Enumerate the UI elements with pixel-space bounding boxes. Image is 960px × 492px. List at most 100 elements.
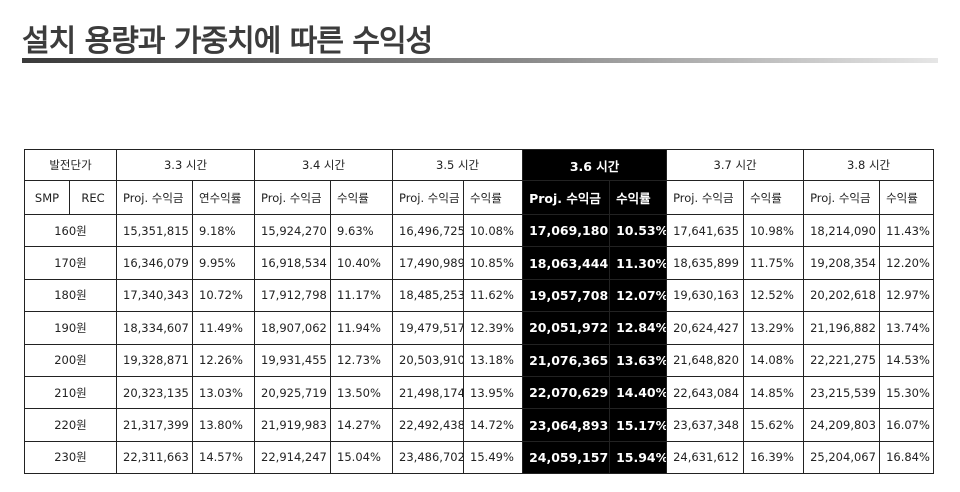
return-rate-cell: 11.62%: [463, 278, 524, 313]
proj-revenue-cell: 21,317,399: [116, 408, 194, 442]
return-rate-cell: 16.39%: [743, 440, 805, 475]
proj-revenue-header: Proj. 수익금: [666, 180, 745, 215]
proj-revenue-cell: 20,503,910: [392, 343, 465, 377]
proj-revenue-cell: 20,323,135: [116, 375, 194, 410]
proj-revenue-cell: 21,648,820: [666, 343, 745, 377]
header-row-hours: 발전단가 3.3 시간 3.4 시간 3.5 시간 3.6 시간 3.7 시간 3.8 시간: [23, 149, 935, 181]
proj-revenue-header: Proj. 수익금: [803, 180, 881, 215]
return-rate-cell: 14.72%: [463, 408, 524, 442]
return-rate-cell: 12.52%: [743, 278, 805, 313]
return-rate-cell: 13.74%: [879, 311, 935, 345]
hour-header: 3.6 시간: [522, 149, 668, 181]
return-rate-cell: 10.53%: [609, 213, 668, 248]
return-rate-cell: 9.95%: [192, 246, 256, 280]
return-rate-cell: 11.30%: [609, 246, 668, 280]
return-rate-header: 수익률: [609, 180, 668, 215]
title-underline: [22, 58, 938, 63]
return-rate-header: 수익률: [743, 180, 805, 215]
proj-revenue-cell: 23,215,539: [803, 375, 881, 410]
return-rate-cell: 9.18%: [192, 213, 256, 248]
proj-revenue-cell: 24,209,803: [803, 408, 881, 442]
proj-revenue-cell: 20,202,618: [803, 278, 881, 313]
table-row: 230원 22,311,663 14.57% 22,914,247 15.04% 23,4…: [23, 440, 935, 475]
table-row: 210원 20,323,135 13.03% 20,925,719 13.50% 21,4…: [23, 375, 935, 410]
proj-revenue-cell: 17,641,635: [666, 213, 745, 248]
return-rate-header: 연수익률: [192, 180, 256, 215]
table-row: 170원 16,346,079 9.95% 16,918,534 10.40% 17,49…: [23, 246, 935, 280]
proj-revenue-cell: 17,340,343: [116, 278, 194, 313]
proj-revenue-cell: 19,208,354: [803, 246, 881, 280]
return-rate-cell: 11.49%: [192, 311, 256, 345]
proj-revenue-cell: 17,912,798: [254, 278, 332, 313]
proj-revenue-cell: 20,051,972: [522, 311, 611, 345]
proj-revenue-cell: 16,918,534: [254, 246, 332, 280]
smp-price-cell: 210원: [23, 375, 118, 410]
proj-revenue-cell: 18,635,899: [666, 246, 745, 280]
table-row: 160원 15,351,815 9.18% 15,924,270 9.63% 16,496…: [23, 213, 935, 248]
return-rate-cell: 10.72%: [192, 278, 256, 313]
proj-revenue-cell: 15,351,815: [116, 213, 194, 248]
return-rate-cell: 15.17%: [609, 408, 668, 442]
proj-revenue-cell: 23,064,893: [522, 408, 611, 442]
return-rate-cell: 13.50%: [330, 375, 394, 410]
return-rate-cell: 16.84%: [879, 440, 935, 475]
return-rate-cell: 13.03%: [192, 375, 256, 410]
hour-header: 3.8 시간: [803, 149, 935, 181]
return-rate-cell: 14.08%: [743, 343, 805, 377]
proj-revenue-cell: 23,637,348: [666, 408, 745, 442]
return-rate-cell: 16.07%: [879, 408, 935, 442]
proj-revenue-cell: 25,204,067: [803, 440, 881, 475]
smp-price-cell: 190원: [23, 311, 118, 345]
proj-revenue-cell: 21,919,983: [254, 408, 332, 442]
proj-revenue-header: Proj. 수익금: [392, 180, 465, 215]
return-rate-cell: 15.62%: [743, 408, 805, 442]
proj-revenue-cell: 22,914,247: [254, 440, 332, 475]
return-rate-cell: 15.04%: [330, 440, 394, 475]
smp-price-cell: 230원: [23, 440, 118, 475]
smp-price-cell: 170원: [23, 246, 118, 280]
return-rate-cell: 12.39%: [463, 311, 524, 345]
proj-revenue-cell: 21,076,365: [522, 343, 611, 377]
table-row: 200원 19,328,871 12.26% 19,931,455 12.73% 20,5…: [23, 343, 935, 377]
proj-revenue-header: Proj. 수익금: [116, 180, 194, 215]
return-rate-cell: 12.84%: [609, 311, 668, 345]
return-rate-cell: 13.29%: [743, 311, 805, 345]
return-rate-cell: 11.17%: [330, 278, 394, 313]
proj-revenue-cell: 18,214,090: [803, 213, 881, 248]
table-row: 180원 17,340,343 10.72% 17,912,798 11.17% 18,4…: [23, 278, 935, 313]
smp-price-cell: 220원: [23, 408, 118, 442]
proj-revenue-cell: 19,931,455: [254, 343, 332, 377]
proj-revenue-cell: 24,631,612: [666, 440, 745, 475]
proj-revenue-cell: 20,624,427: [666, 311, 745, 345]
smp-header: SMP: [24, 180, 70, 215]
return-rate-cell: 12.97%: [879, 278, 935, 313]
return-rate-cell: 9.63%: [330, 213, 394, 248]
proj-revenue-cell: 16,346,079: [116, 246, 194, 280]
return-rate-cell: 10.85%: [463, 246, 524, 280]
proj-revenue-cell: 16,496,725: [392, 213, 465, 248]
return-rate-cell: 14.27%: [330, 408, 394, 442]
proj-revenue-header: Proj. 수익금: [522, 180, 611, 215]
proj-revenue-cell: 20,925,719: [254, 375, 332, 410]
proj-revenue-cell: 19,479,517: [392, 311, 465, 345]
return-rate-cell: 13.80%: [192, 408, 256, 442]
return-rate-cell: 11.75%: [743, 246, 805, 280]
return-rate-cell: 10.08%: [463, 213, 524, 248]
return-rate-header: 수익률: [330, 180, 394, 215]
proj-revenue-cell: 19,630,163: [666, 278, 745, 313]
return-rate-cell: 13.95%: [463, 375, 524, 410]
proj-revenue-cell: 17,490,989: [392, 246, 465, 280]
group-header: 발전단가: [23, 149, 118, 181]
proj-revenue-cell: 23,486,702: [392, 440, 465, 475]
proj-revenue-cell: 15,924,270: [254, 213, 332, 248]
proj-revenue-cell: 22,492,438: [392, 408, 465, 442]
hour-header: 3.5 시간: [392, 149, 524, 181]
return-rate-cell: 13.18%: [463, 343, 524, 377]
proj-revenue-header: Proj. 수익금: [254, 180, 332, 215]
rec-header: REC: [68, 180, 118, 215]
smp-price-cell: 200원: [23, 343, 118, 377]
proj-revenue-cell: 18,063,444: [522, 246, 611, 280]
header-row-sub: SMP REC Proj. 수익금 연수익률 Proj. 수익금 수익률 Proj. 수익금…: [24, 180, 935, 215]
proj-revenue-cell: 21,196,882: [803, 311, 881, 345]
proj-revenue-cell: 24,059,157: [522, 440, 611, 475]
